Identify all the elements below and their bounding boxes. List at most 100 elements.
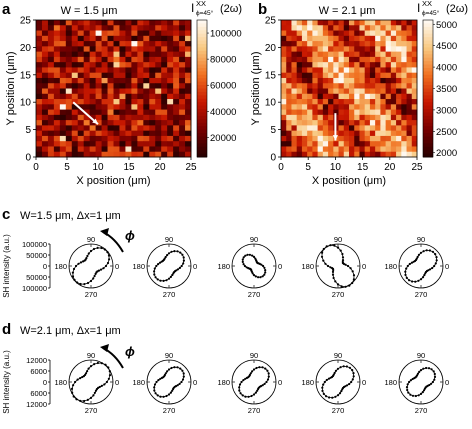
heatmap-cell (333, 83, 339, 89)
y-tick-label: 0 (25, 153, 31, 164)
heatmap-cell (89, 120, 97, 126)
heatmap-cell (59, 125, 67, 132)
heatmap-cell (185, 125, 192, 132)
heatmap-cell (143, 56, 150, 63)
heatmap-cell (291, 41, 298, 47)
heatmap-cell (369, 72, 376, 79)
heatmap-cell (173, 135, 180, 142)
heatmap-cell (307, 88, 313, 95)
heatmap-cell (161, 83, 168, 89)
heatmap-cell (390, 141, 397, 147)
colorbar-label-sup: XX (196, 0, 206, 8)
angle-label-90: 90 (165, 235, 173, 244)
x-tick-label: 15 (123, 162, 135, 173)
heatmap-cell (385, 51, 392, 58)
heatmap-cell (286, 120, 292, 126)
heatmap-cell (380, 30, 387, 37)
polar-data-point (325, 378, 328, 382)
heatmap-cells (36, 20, 192, 158)
heatmap-cell (401, 130, 407, 137)
heatmap-cell (317, 25, 324, 31)
polar-data-point (173, 250, 176, 253)
heatmap-cell (322, 99, 329, 105)
heatmap-cell (401, 46, 407, 53)
heatmap-cell (375, 114, 381, 121)
heatmap-cell (375, 146, 381, 153)
heatmap-cell (396, 41, 402, 47)
colorbar-tick-label: 2500 (436, 127, 457, 138)
heatmap-cell (155, 20, 162, 26)
heatmap-cell (385, 93, 392, 100)
heatmap-cell (95, 120, 102, 126)
heatmap-cell (338, 67, 345, 74)
heatmap-cell (406, 104, 413, 110)
heatmap-cell (307, 93, 313, 100)
polar-data-point (267, 372, 270, 375)
heatmap-cell (406, 25, 413, 31)
heatmap-cell (113, 20, 120, 26)
colorbar-band (197, 26, 207, 31)
heatmap-cell (107, 93, 114, 100)
heatmap-cell (286, 56, 292, 63)
colorbar-tick-label: 40000 (210, 107, 236, 118)
heatmap-cell (131, 67, 138, 74)
heatmap-cell (185, 72, 192, 79)
polar-data-point (93, 363, 96, 366)
heatmap-cell (131, 35, 138, 42)
polar-data-point (180, 380, 183, 384)
heatmap-cell (107, 67, 114, 74)
heatmap-cell (364, 56, 371, 63)
polar-y-tick-label: 12000 (26, 356, 47, 365)
colorbar-band (423, 119, 433, 124)
angle-label-180: 180 (217, 262, 230, 271)
heatmap-cell (101, 125, 108, 132)
heatmap-cell (322, 25, 329, 31)
heatmap-cell (359, 77, 366, 84)
colorbar-band (197, 95, 207, 100)
heatmap-cell (406, 151, 413, 158)
heatmap-cell (47, 30, 55, 37)
heatmap-cell (401, 30, 407, 37)
heatmap-cell (401, 25, 407, 31)
heatmap-cell (322, 146, 329, 153)
heatmap-cell (307, 72, 313, 79)
polar-data-point (246, 253, 249, 256)
heatmap-cell (155, 25, 162, 31)
heatmap-cell (385, 67, 392, 74)
heatmap-cell (65, 56, 73, 63)
heatmap-cell (47, 51, 55, 58)
heatmap-cell (36, 56, 43, 63)
y-tick-label: 15 (265, 70, 277, 81)
colorbar-label-sub: ϕ=45° (196, 9, 214, 17)
polar-data-point (153, 273, 156, 276)
heatmap-cell (179, 120, 186, 126)
angle-label-90: 90 (417, 235, 425, 244)
heatmap-cell (296, 83, 303, 89)
heatmap-cell (349, 41, 355, 47)
heatmap-cell (411, 83, 418, 89)
heatmap-cell (113, 130, 120, 137)
heatmap-cell (185, 93, 192, 100)
heatmap-cell (375, 88, 381, 95)
heatmap-cell (185, 151, 192, 158)
heatmap-cell (291, 135, 298, 142)
heatmap-cell (380, 125, 387, 132)
heatmap-cell (296, 141, 303, 147)
heatmap-cell (137, 109, 144, 116)
polar-data-point (421, 276, 425, 279)
heatmap-cell (71, 141, 79, 147)
polar-data-point (321, 251, 324, 254)
angle-label-180: 180 (384, 262, 397, 271)
heatmap-cell (131, 56, 138, 63)
polar-data-point (171, 389, 174, 392)
heatmap-cell (375, 51, 381, 58)
heatmap-cell (375, 77, 381, 84)
heatmap-cell (185, 114, 192, 121)
polar-data-point (341, 252, 344, 256)
heatmap-cell (125, 88, 132, 95)
heatmap-cell (113, 67, 120, 74)
heatmap-cell (333, 146, 339, 153)
polar-data-point (72, 395, 75, 398)
heatmap-cell (149, 20, 156, 26)
polar-data-point (409, 379, 412, 382)
